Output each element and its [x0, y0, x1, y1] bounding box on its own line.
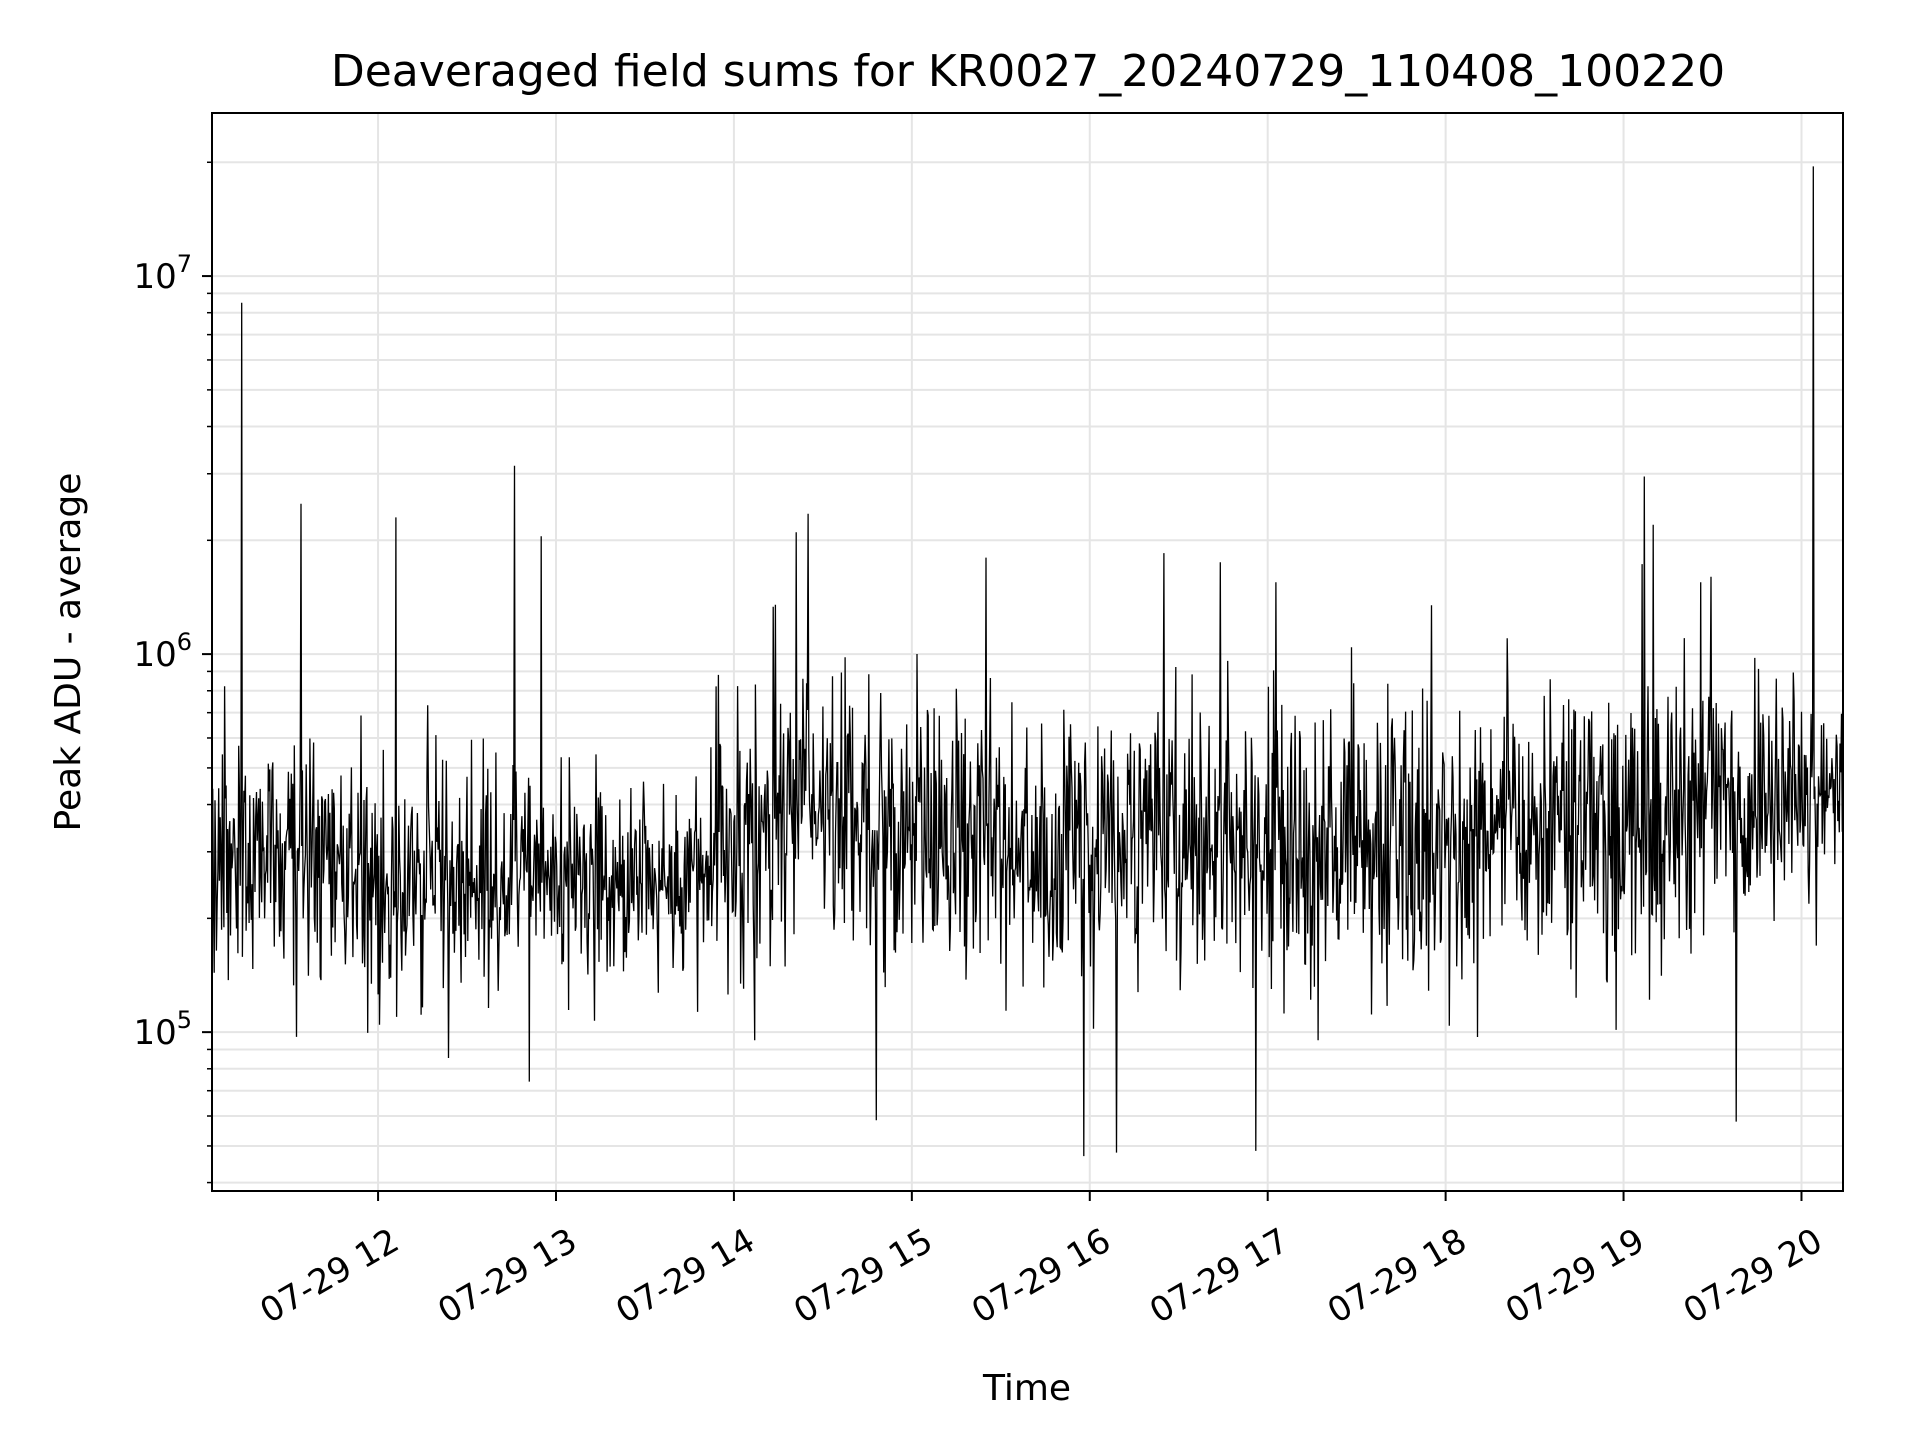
x-tick-label: 07-29 19 [1499, 1221, 1651, 1332]
y-axis-label: Peak ADU - average [48, 473, 89, 832]
x-tick-label: 07-29 13 [431, 1221, 583, 1332]
y-axis: 105 106 107 [133, 161, 212, 1184]
grid [212, 113, 1843, 1191]
x-tick-label: 07-29 15 [787, 1221, 939, 1332]
x-tick-label: 07-29 12 [253, 1221, 405, 1332]
plot-frame [211, 112, 1844, 1192]
y-tick-label: 106 [133, 628, 192, 675]
y-tick-label: 107 [133, 250, 192, 297]
x-tick-label: 07-29 14 [609, 1221, 761, 1332]
x-axis: 07-29 12 07-29 13 07-29 14 07-29 15 07-29 16… [253, 1191, 1829, 1332]
y-tick-label: 105 [133, 1006, 192, 1053]
series-layer [211, 166, 1844, 1157]
series-line [211, 166, 1844, 1157]
x-tick-label: 07-29 18 [1321, 1221, 1473, 1332]
x-axis-label: Time [982, 1368, 1071, 1409]
x-tick-label: 07-29 20 [1677, 1221, 1829, 1332]
x-tick-label: 07-29 17 [1143, 1221, 1295, 1332]
chart-title: Deaveraged field sums for KR0027_2024072… [331, 46, 1725, 97]
x-tick-label: 07-29 16 [965, 1221, 1117, 1332]
